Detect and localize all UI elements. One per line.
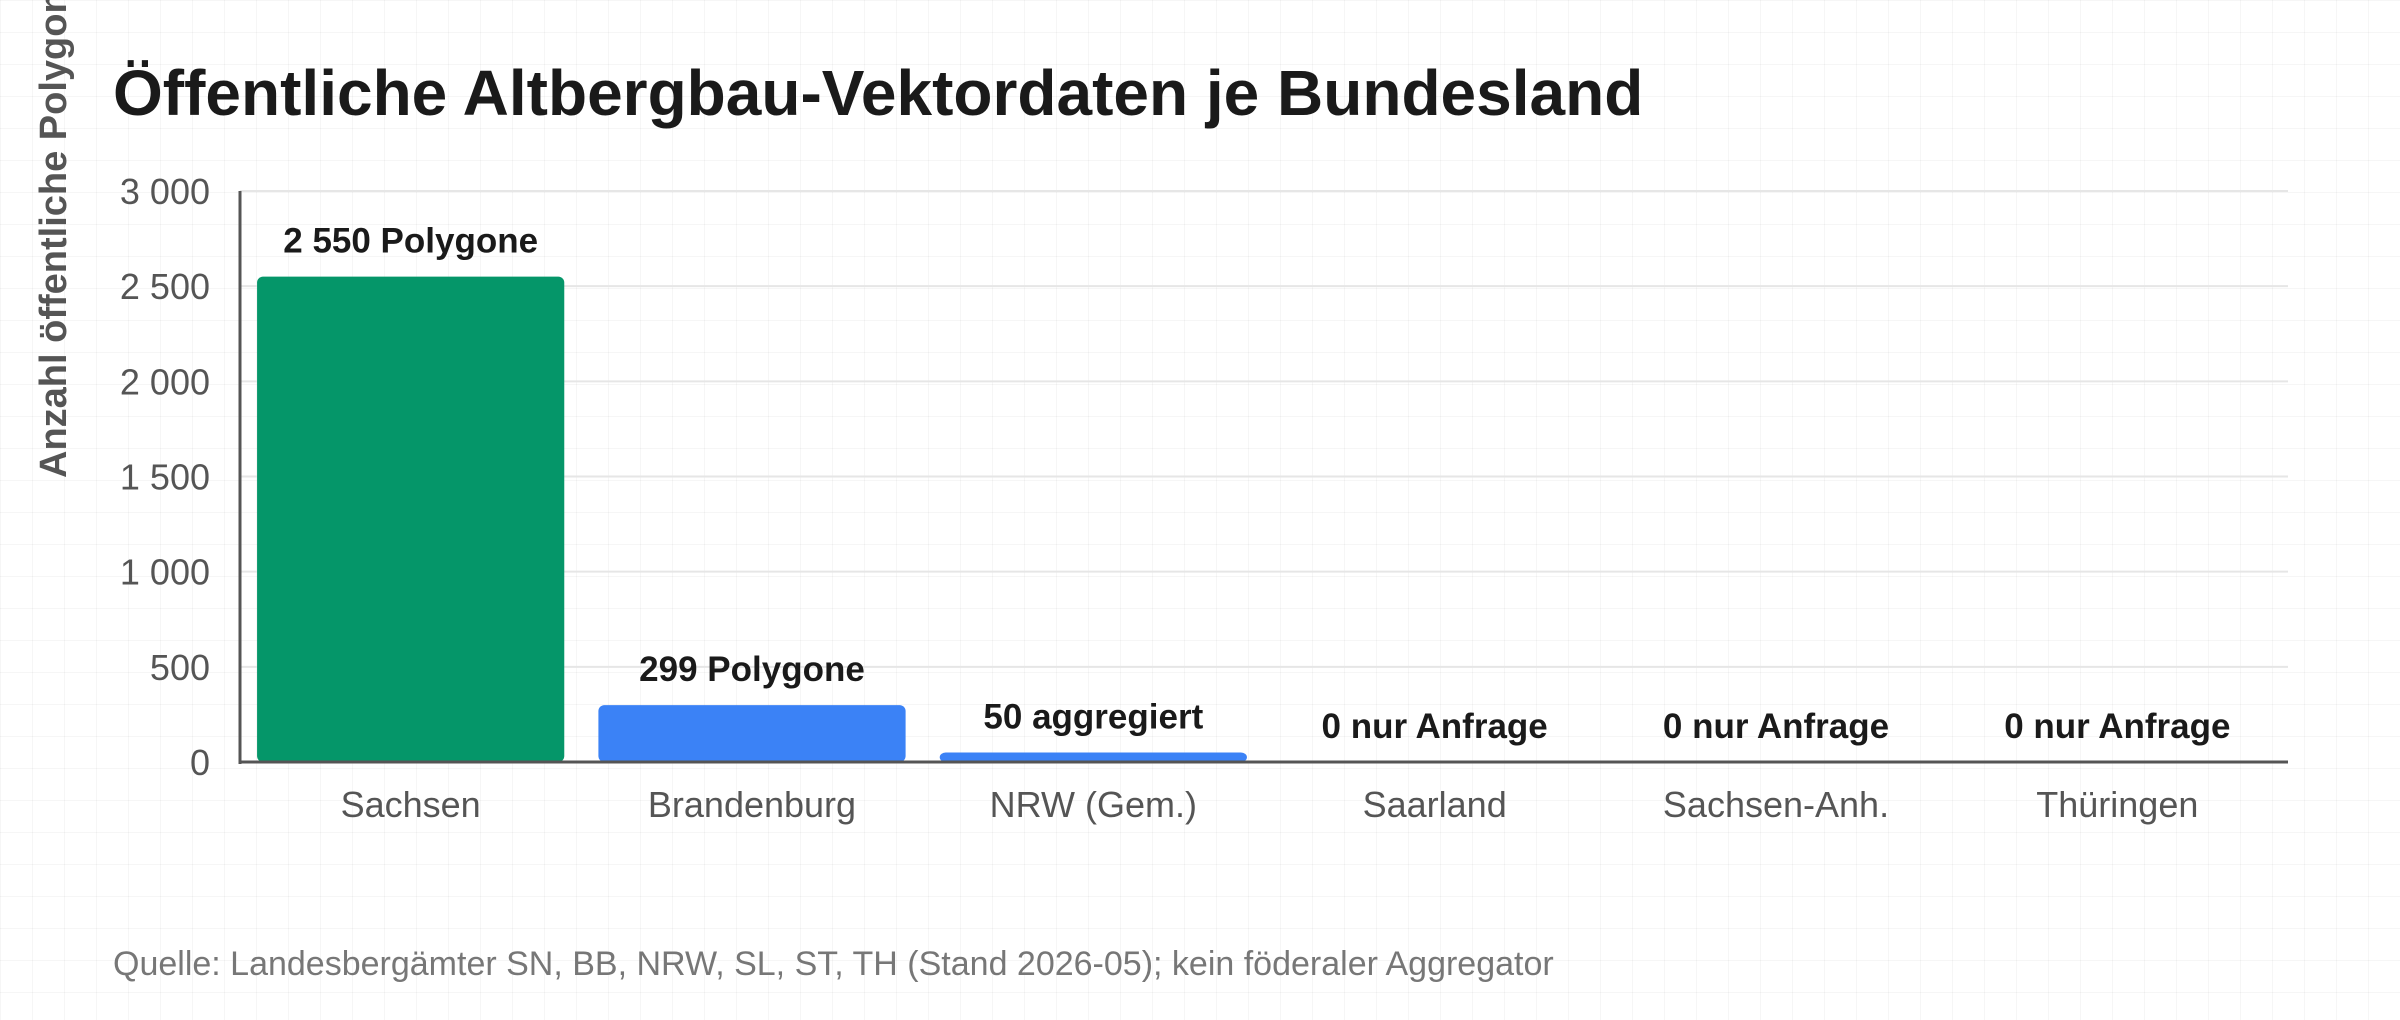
y-tick-label: 3 000: [120, 171, 210, 212]
bar: [939, 752, 1247, 762]
bar: [598, 705, 906, 762]
x-tick-label: Saarland: [1363, 784, 1507, 825]
y-tick-label: 2 000: [120, 361, 210, 402]
bar-data-label: 0 nur Anfrage: [1663, 707, 1889, 746]
data-labels: 2 550 Polygone 299 Polygone 50 aggregiert 0…: [283, 222, 2230, 746]
x-tick-label: Thüringen: [2036, 784, 2198, 825]
grid-lines: [240, 190, 2288, 668]
source-note: Quelle: Landesbergämter SN, BB, NRW, SL,…: [113, 945, 1554, 983]
y-axis-ticks: 0 500 1 000 1 500 2 000 2 500 3 000: [120, 171, 210, 783]
y-tick-label: 1 000: [120, 552, 210, 593]
chart-title: Öffentliche Altbergbau-Vektordaten je Bu…: [113, 57, 1643, 129]
axes: [238, 191, 2288, 764]
x-tick-label: NRW (Gem.): [990, 784, 1197, 825]
bar-data-label: 299 Polygone: [639, 650, 865, 689]
y-tick-label: 2 500: [120, 266, 210, 307]
y-axis-label: Anzahl öffentliche Polygone: [33, 0, 75, 478]
bar-data-label: 50 aggregiert: [983, 697, 1203, 736]
y-tick-label: 1 500: [120, 457, 210, 498]
bar: [257, 276, 565, 762]
bar-data-label: 0 nur Anfrage: [2004, 707, 2230, 746]
bar-data-label: 2 550 Polygone: [283, 222, 538, 261]
y-tick-label: 500: [150, 647, 210, 688]
x-tick-label: Sachsen-Anh.: [1663, 784, 1889, 825]
x-tick-label: Brandenburg: [648, 784, 856, 825]
x-tick-label: Sachsen: [341, 784, 481, 825]
bar-data-label: 0 nur Anfrage: [1322, 707, 1548, 746]
x-axis-ticks: Sachsen Brandenburg NRW (Gem.) Saarland Sach…: [341, 784, 2199, 825]
bars: [257, 276, 1247, 762]
y-tick-label: 0: [190, 742, 210, 783]
